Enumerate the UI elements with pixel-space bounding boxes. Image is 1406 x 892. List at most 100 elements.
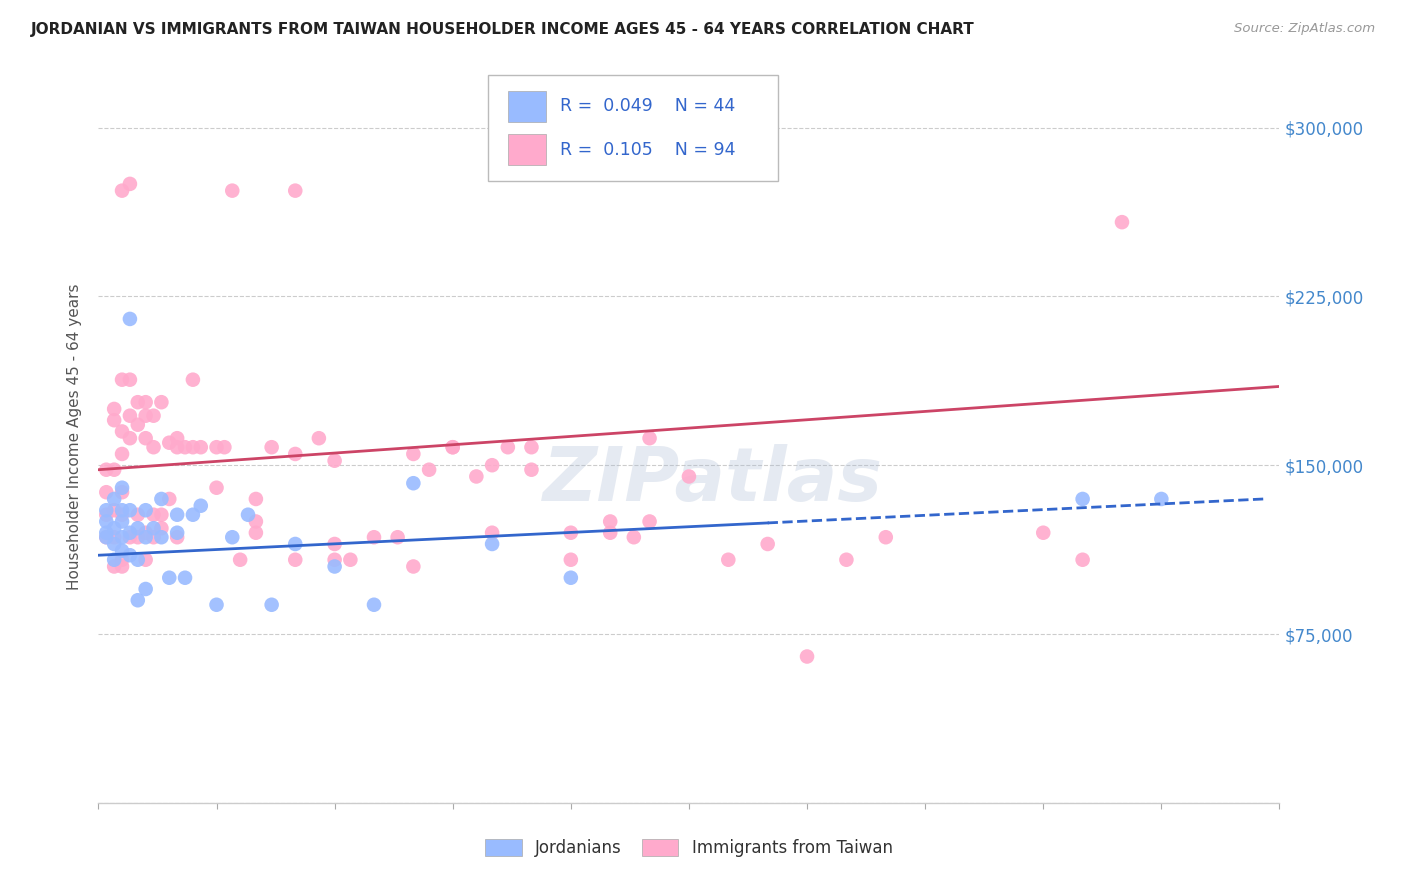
Point [157,491,180,506]
Point [127,508,149,522]
Point [135,431,157,445]
Text: R =  0.049    N = 44: R = 0.049 N = 44 [560,97,735,115]
Point [284,184,307,198]
Point [135,525,157,540]
Point [111,481,134,495]
Point [103,553,125,567]
Point [142,409,165,423]
Point [260,440,283,454]
Point [245,491,267,506]
Point [678,469,700,483]
Point [402,476,425,491]
Point [181,508,204,522]
Point [481,525,503,540]
Point [1032,525,1054,540]
Point [245,525,267,540]
Point [103,559,125,574]
Point [323,553,346,567]
Point [150,395,173,409]
Point [190,440,212,454]
Point [111,503,134,517]
Point [118,177,141,191]
Point [142,521,165,535]
Point [103,491,125,506]
Point [323,537,346,551]
Point [1071,491,1094,506]
Text: R =  0.105    N = 94: R = 0.105 N = 94 [560,141,735,159]
Point [520,440,543,454]
FancyBboxPatch shape [488,75,778,181]
Point [96,485,118,500]
Point [260,598,283,612]
Point [118,312,141,326]
Point [135,409,157,423]
Point [103,401,125,416]
Point [205,481,228,495]
Point [465,469,488,483]
FancyBboxPatch shape [508,135,546,165]
Point [638,515,661,529]
Point [190,499,212,513]
Point [96,525,118,540]
Point [481,458,503,473]
Point [127,417,149,432]
Point [127,553,149,567]
Point [118,431,141,445]
Point [363,530,385,544]
Point [111,559,134,574]
Point [127,395,149,409]
Point [221,184,243,198]
Point [756,537,779,551]
Point [308,431,330,445]
Point [157,435,180,450]
Point [111,553,134,567]
Point [166,431,188,445]
Point [111,184,134,198]
Point [103,530,125,544]
Point [339,553,361,567]
Point [127,521,149,535]
Point [96,503,118,517]
Point [245,515,267,529]
Point [150,491,173,506]
Point [599,525,621,540]
Point [560,525,582,540]
Point [142,530,165,544]
Point [229,553,252,567]
Point [135,503,157,517]
Legend: Jordanians, Immigrants from Taiwan: Jordanians, Immigrants from Taiwan [478,832,900,864]
Point [236,508,259,522]
Point [150,508,173,522]
Text: JORDANIAN VS IMMIGRANTS FROM TAIWAN HOUSEHOLDER INCOME AGES 45 - 64 YEARS CORREL: JORDANIAN VS IMMIGRANTS FROM TAIWAN HOUS… [31,22,974,37]
Point [103,413,125,427]
Point [623,530,645,544]
Point [875,530,897,544]
Point [111,485,134,500]
Point [441,440,464,454]
Point [111,373,134,387]
Point [1071,553,1094,567]
Point [418,463,440,477]
Point [284,537,307,551]
Point [111,425,134,439]
Point [157,571,180,585]
Point [363,598,385,612]
Point [181,373,204,387]
Point [127,593,149,607]
Point [560,553,582,567]
Point [323,453,346,467]
Point [166,508,188,522]
Point [835,553,858,567]
Point [103,521,125,535]
Point [387,530,409,544]
Point [221,530,243,544]
Point [103,537,125,551]
Point [166,530,188,544]
Point [111,543,134,558]
Point [118,530,141,544]
Point [96,515,118,529]
Point [135,582,157,596]
Point [135,530,157,544]
Point [111,447,134,461]
Point [323,559,346,574]
